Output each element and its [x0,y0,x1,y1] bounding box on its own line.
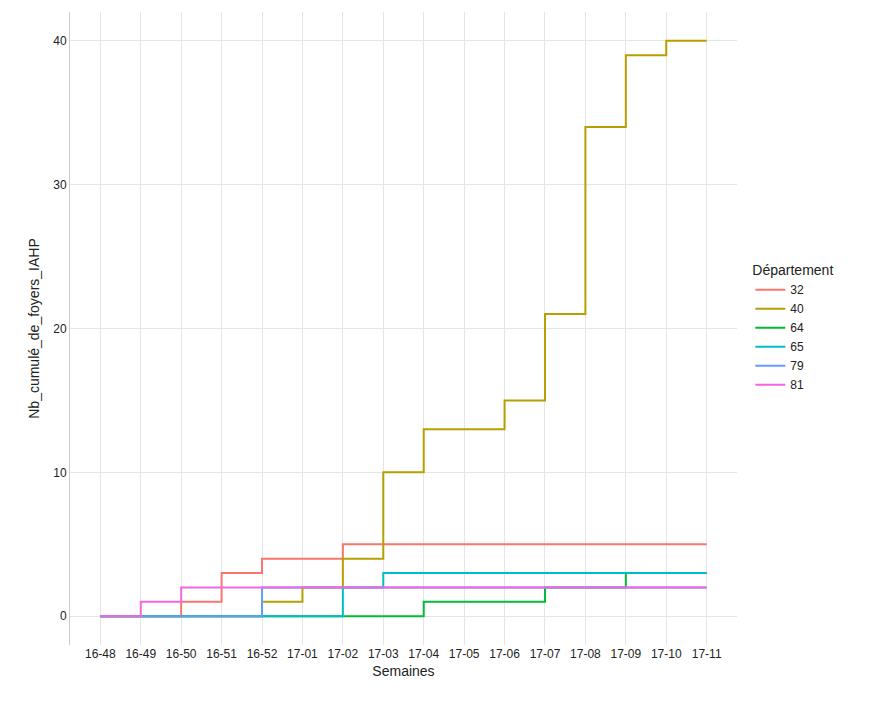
svg-text:16-50: 16-50 [166,647,197,661]
svg-text:Semaines: Semaines [372,663,434,679]
svg-text:17-05: 17-05 [449,647,480,661]
svg-text:20: 20 [53,322,67,336]
svg-text:16-52: 16-52 [247,647,278,661]
svg-text:16-48: 16-48 [85,647,116,661]
svg-text:17-08: 17-08 [570,647,601,661]
svg-text:65: 65 [790,340,804,354]
svg-text:79: 79 [790,359,804,373]
svg-text:40: 40 [53,34,67,48]
svg-text:30: 30 [53,178,67,192]
svg-text:40: 40 [790,302,804,316]
svg-text:0: 0 [60,609,67,623]
svg-text:64: 64 [790,321,804,335]
svg-text:17-04: 17-04 [408,647,439,661]
svg-text:17-06: 17-06 [489,647,520,661]
svg-text:17-09: 17-09 [610,647,641,661]
svg-text:Nb_cumulé_de_foyers_IAHP: Nb_cumulé_de_foyers_IAHP [26,238,42,419]
svg-text:17-07: 17-07 [530,647,561,661]
svg-text:16-51: 16-51 [206,647,237,661]
svg-text:32: 32 [790,283,804,297]
svg-text:17-10: 17-10 [651,647,682,661]
svg-text:10: 10 [53,466,67,480]
svg-text:17-03: 17-03 [368,647,399,661]
svg-text:81: 81 [790,378,804,392]
svg-text:17-01: 17-01 [287,647,318,661]
svg-text:17-02: 17-02 [328,647,359,661]
svg-text:Département: Département [752,262,833,278]
svg-text:16-49: 16-49 [125,647,156,661]
svg-text:17-11: 17-11 [692,647,722,661]
